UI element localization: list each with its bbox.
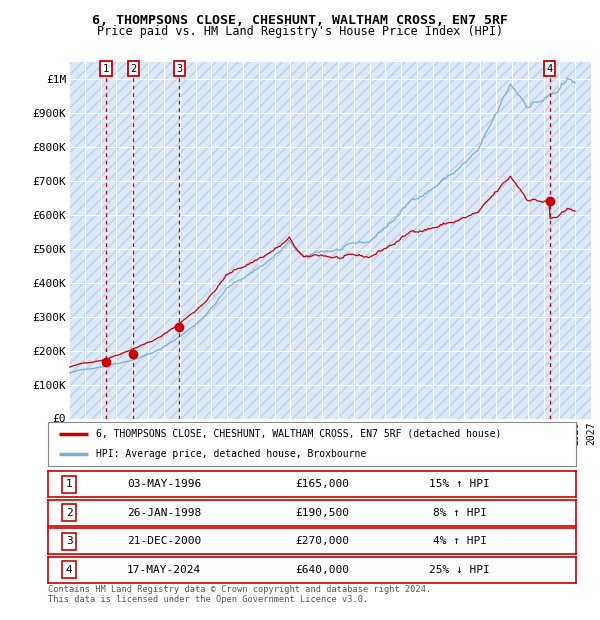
Text: 21-DEC-2000: 21-DEC-2000 <box>127 536 201 546</box>
Text: 1: 1 <box>103 64 109 74</box>
Text: 3: 3 <box>176 64 182 74</box>
Text: £190,500: £190,500 <box>296 508 350 518</box>
Text: 6, THOMPSONS CLOSE, CHESHUNT, WALTHAM CROSS, EN7 5RF (detached house): 6, THOMPSONS CLOSE, CHESHUNT, WALTHAM CR… <box>95 428 501 439</box>
Text: 4: 4 <box>66 565 73 575</box>
Text: 1: 1 <box>66 479 73 489</box>
Text: £640,000: £640,000 <box>296 565 350 575</box>
Text: 2: 2 <box>66 508 73 518</box>
Text: 6, THOMPSONS CLOSE, CHESHUNT, WALTHAM CROSS, EN7 5RF: 6, THOMPSONS CLOSE, CHESHUNT, WALTHAM CR… <box>92 14 508 27</box>
Text: 25% ↓ HPI: 25% ↓ HPI <box>430 565 490 575</box>
Text: 26-JAN-1998: 26-JAN-1998 <box>127 508 201 518</box>
Text: 03-MAY-1996: 03-MAY-1996 <box>127 479 201 489</box>
Text: Contains HM Land Registry data © Crown copyright and database right 2024.
This d: Contains HM Land Registry data © Crown c… <box>48 585 431 604</box>
Text: HPI: Average price, detached house, Broxbourne: HPI: Average price, detached house, Brox… <box>95 449 366 459</box>
Text: £270,000: £270,000 <box>296 536 350 546</box>
Text: 8% ↑ HPI: 8% ↑ HPI <box>433 508 487 518</box>
Text: Price paid vs. HM Land Registry's House Price Index (HPI): Price paid vs. HM Land Registry's House … <box>97 25 503 38</box>
Text: 15% ↑ HPI: 15% ↑ HPI <box>430 479 490 489</box>
Text: 4: 4 <box>547 64 553 74</box>
Text: £165,000: £165,000 <box>296 479 350 489</box>
Text: 3: 3 <box>66 536 73 546</box>
Text: 2: 2 <box>130 64 137 74</box>
Text: 17-MAY-2024: 17-MAY-2024 <box>127 565 201 575</box>
Text: 4% ↑ HPI: 4% ↑ HPI <box>433 536 487 546</box>
